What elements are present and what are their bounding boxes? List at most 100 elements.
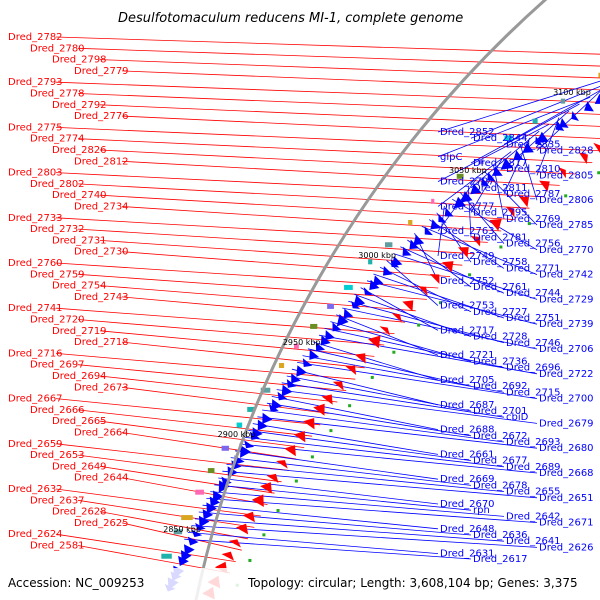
gene-label-right: Dred_2651 (539, 493, 594, 504)
gene-label-right: Dred_2700 (539, 394, 594, 405)
reverse-gene-arrow (430, 274, 440, 284)
gene-label-left: Dred_2803 (8, 168, 63, 179)
gc-marker (417, 324, 420, 327)
leader-line-left (100, 421, 304, 447)
leader-line-left (78, 94, 600, 118)
leader-line-left (122, 116, 600, 140)
gene-label-left: Dred_2743 (74, 292, 129, 303)
leader-line-left (56, 218, 488, 243)
ortholog-block (408, 220, 412, 225)
ortholog-block (208, 468, 215, 473)
leader-line-right (231, 458, 471, 486)
gene-label-left: Dred_2624 (8, 529, 63, 540)
gene-label-right: Dred_2668 (539, 468, 594, 479)
gene-label-right: Dred_2680 (539, 443, 594, 454)
gene-label-right: Dred_2679 (539, 418, 594, 429)
reverse-gene-arrow (276, 460, 288, 468)
gene-label-left: Dred_2732 (30, 224, 85, 235)
leader-line-right (272, 396, 438, 429)
ortholog-block (533, 119, 538, 124)
gene-label-right: Dred_2617 (473, 554, 528, 565)
gene-label-left: Dred_2826 (52, 145, 107, 156)
gene-label-left: Dred_2779 (74, 66, 129, 77)
gene-label-left: Dred_2741 (8, 303, 63, 314)
reverse-gene-arrow (252, 494, 264, 507)
forward-gene-arrow (244, 440, 254, 448)
gene-label-left: Dred_2720 (30, 315, 85, 326)
reverse-gene-arrow (229, 539, 241, 547)
gene-label-left: Dred_2666 (30, 405, 85, 416)
leader-line-left (100, 286, 416, 311)
gene-label-left: Dred_2775 (8, 122, 63, 133)
gene-label-left: Dred_2812 (74, 156, 129, 167)
topology-info-text: Topology: circular; Length: 3,608,104 bp… (247, 576, 578, 590)
leader-line-right (253, 424, 438, 455)
gene-label-left: Dred_2792 (52, 100, 107, 111)
gc-marker (295, 480, 298, 483)
ortholog-block (368, 259, 372, 264)
accession-text: Accession: NC_009253 (8, 576, 144, 590)
gene-label-left: Dred_2776 (74, 111, 129, 122)
gene-label-left: Dred_2667 (8, 394, 63, 405)
gene-label-left: Dred_2719 (52, 326, 107, 337)
gene-label-right: cbiD (506, 412, 529, 423)
feature-tracks (161, 0, 600, 600)
gene-label-left: Dred_2644 (74, 473, 129, 484)
gene-label-right: rph (473, 505, 490, 516)
gc-marker (348, 404, 351, 407)
gene-label-right: Dred_2739 (539, 319, 594, 330)
ortholog-block (279, 363, 284, 368)
map-title: Desulfotomaculum reducens MI-1, complete… (118, 11, 463, 26)
gene-labels: Dred_2782Dred_2780Dred_2798Dred_2779Dred… (8, 32, 594, 565)
leader-line-left (122, 342, 365, 368)
gene-label-left: Dred_2659 (8, 439, 63, 450)
gene-label-left: Dred_2694 (52, 371, 107, 382)
reverse-gene-arrow (284, 445, 296, 456)
gene-label-right: Dred_2706 (539, 344, 594, 355)
gc-marker (329, 429, 332, 432)
forward-gene-arrow (188, 537, 199, 546)
gene-label-left: Dred_2798 (52, 55, 107, 66)
gene-label-left: Dred_2760 (8, 258, 63, 269)
forward-gene-arrow (584, 101, 594, 111)
gc-marker (277, 509, 280, 512)
ortholog-block (385, 242, 392, 247)
leader-line-left (122, 433, 296, 460)
gene-label-left: Dred_2733 (8, 213, 63, 224)
leader-line-left (122, 387, 329, 413)
ortholog-block (222, 446, 229, 451)
gene-label-right: Dred_2742 (539, 270, 594, 281)
gene-label-left: Dred_2778 (30, 89, 85, 100)
ortholog-block (181, 515, 193, 520)
gene-label-right: Dred_2785 (539, 220, 594, 231)
ortholog-block (344, 285, 353, 290)
gene-label-left: Dred_2782 (8, 32, 63, 43)
gene-label-left: Dred_2734 (74, 202, 129, 213)
gene-label-right: Dred_2828 (539, 146, 594, 157)
leader-line-left (122, 297, 405, 322)
gene-label-left: Dred_2649 (52, 461, 107, 472)
kbp-label: 3050 kbp (449, 166, 487, 175)
gene-label-right: Dred_2722 (539, 369, 594, 380)
reverse-gene-arrow (222, 552, 234, 561)
gene-label-left: Dred_2653 (30, 450, 85, 461)
gene-label-left: Dred_2754 (52, 281, 107, 292)
gc-marker (248, 559, 251, 562)
gene-label-right: Dred_2729 (539, 294, 594, 305)
gene-label-left: Dred_2731 (52, 235, 107, 246)
ortholog-block (161, 554, 171, 559)
ortholog-block (561, 99, 565, 104)
gene-label-left: Dred_2581 (30, 541, 85, 552)
gene-label-right: Dred_2805 (539, 170, 594, 181)
gene-label-left: Dred_2664 (74, 428, 129, 439)
gene-label-left: Dred_2665 (52, 416, 107, 427)
ortholog-block (237, 423, 243, 428)
leader-line-left (122, 71, 600, 94)
reverse-gene-arrow (593, 143, 600, 155)
leader-line-right (188, 532, 438, 553)
kbp-label: 3100 kbp (553, 88, 591, 97)
gene-label-right: Dred_2770 (539, 245, 594, 256)
leader-line-left (100, 331, 374, 357)
ortholog-block (327, 304, 334, 309)
